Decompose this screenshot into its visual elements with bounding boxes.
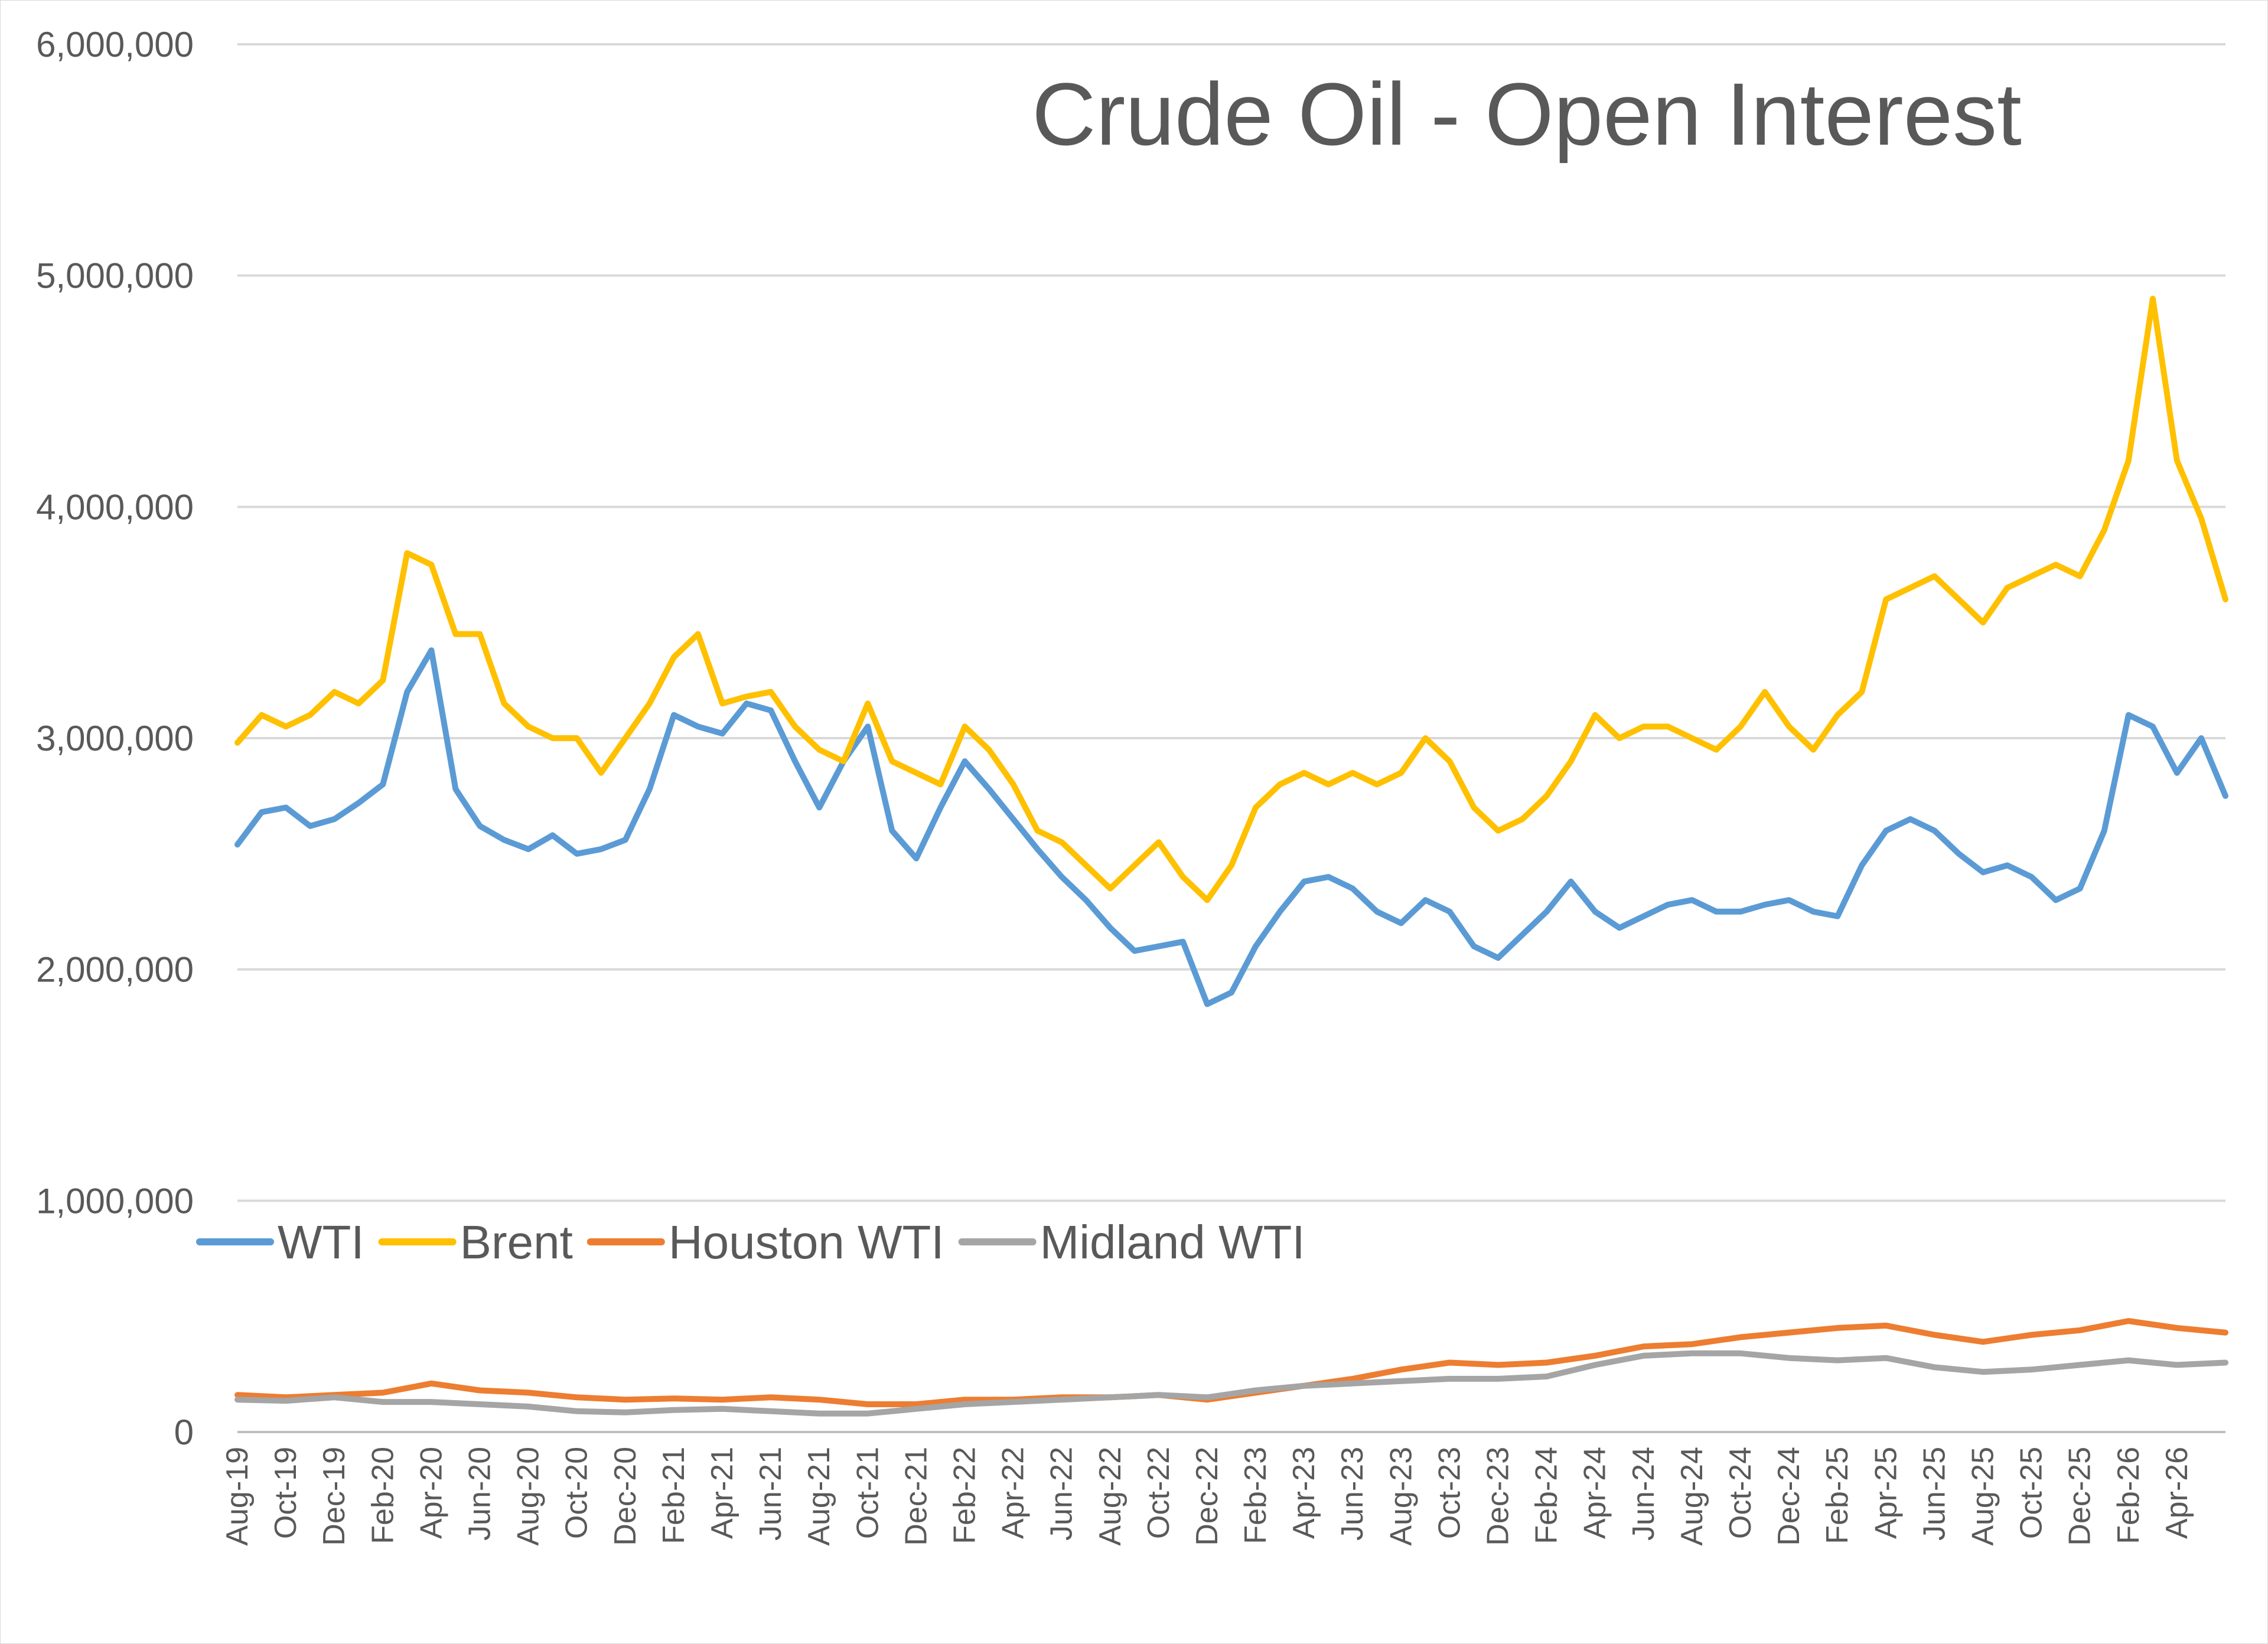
x-tick-label: Aug-19 [220, 1447, 255, 1546]
y-tick-label: 5,000,000 [36, 256, 194, 296]
x-tick-label: Jun-22 [1045, 1447, 1079, 1541]
x-tick-label: Apr-26 [2160, 1447, 2194, 1539]
y-axis-ticks: 0 1,000,000 2,000,000 3,000,000 4,000,000 5,0… [36, 25, 194, 1452]
legend: WTI Brent Houston WTI Midland WTI [196, 1216, 1305, 1268]
x-tick-label: Oct-22 [1142, 1447, 1176, 1539]
x-tick-label: Feb-21 [657, 1447, 691, 1544]
y-tick-label: 1,000,000 [36, 1181, 194, 1221]
x-tick-label: Aug-24 [1675, 1447, 1709, 1546]
x-tick-label: Dec-25 [2063, 1447, 2097, 1546]
x-tick-label: Dec-20 [608, 1447, 643, 1546]
x-tick-label: Apr-20 [414, 1447, 448, 1539]
series-lines [234, 295, 2228, 1417]
x-tick-label: Aug-23 [1384, 1447, 1418, 1546]
x-tick-label: Dec-24 [1772, 1447, 1806, 1546]
x-tick-label: Aug-20 [511, 1447, 546, 1546]
x-tick-label: Oct-21 [850, 1447, 885, 1539]
x-tick-label: Dec-21 [899, 1447, 933, 1546]
x-tick-label: Oct-25 [2015, 1447, 2049, 1539]
legend-label-houston-wti: Houston WTI [669, 1216, 944, 1268]
chart-title: Crude Oil - Open Interest [1032, 64, 2022, 164]
series-line-midland-wti [234, 1350, 2228, 1417]
series-line-brent [234, 295, 2228, 903]
gridlines [237, 43, 2225, 1202]
y-tick-label: 4,000,000 [36, 487, 194, 527]
x-tick-label: Apr-22 [996, 1447, 1031, 1539]
x-tick-label: Dec-22 [1190, 1447, 1224, 1546]
x-tick-label: Oct-19 [269, 1447, 303, 1539]
x-tick-label: Apr-23 [1287, 1447, 1321, 1539]
legend-label-wti: WTI [278, 1216, 364, 1268]
y-tick-label: 6,000,000 [36, 25, 194, 64]
x-tick-label: Aug-25 [1966, 1447, 2000, 1546]
x-tick-label: Oct-23 [1432, 1447, 1467, 1539]
x-tick-label: Apr-21 [705, 1447, 739, 1539]
legend-label-brent: Brent [460, 1216, 573, 1268]
x-tick-label: Aug-21 [802, 1447, 836, 1546]
x-tick-label: Apr-24 [1578, 1447, 1612, 1539]
y-tick-label: 2,000,000 [36, 950, 194, 990]
series-line-wti [234, 647, 2228, 1007]
x-tick-label: Jun-24 [1627, 1447, 1661, 1541]
x-tick-label: Oct-24 [1723, 1447, 1758, 1539]
x-tick-label: Feb-24 [1530, 1447, 1564, 1544]
x-tick-label: Jun-23 [1335, 1447, 1370, 1541]
x-tick-label: Jun-25 [1917, 1447, 1951, 1541]
x-tick-label: Feb-25 [1820, 1447, 1855, 1544]
x-tick-label: Feb-22 [947, 1447, 982, 1544]
x-tick-label: Oct-20 [560, 1447, 594, 1539]
y-tick-label: 0 [174, 1413, 194, 1452]
x-tick-label: Feb-26 [2111, 1447, 2146, 1544]
x-tick-label: Aug-22 [1093, 1447, 1128, 1546]
x-tick-label: Apr-25 [1869, 1447, 1903, 1539]
x-axis-ticks: Aug-19 Oct-19 Dec-19 Feb-20 Apr-20 Jun-20 Aug-… [220, 1447, 2194, 1546]
y-tick-label: 3,000,000 [36, 719, 194, 758]
x-tick-label: Feb-20 [366, 1447, 400, 1544]
x-tick-label: Dec-19 [317, 1447, 351, 1546]
x-tick-label: Feb-23 [1239, 1447, 1273, 1544]
x-tick-label: Dec-23 [1481, 1447, 1516, 1546]
legend-label-midland-wti: Midland WTI [1040, 1216, 1305, 1268]
x-tick-label: Jun-20 [462, 1447, 497, 1541]
x-tick-label: Jun-21 [754, 1447, 788, 1541]
